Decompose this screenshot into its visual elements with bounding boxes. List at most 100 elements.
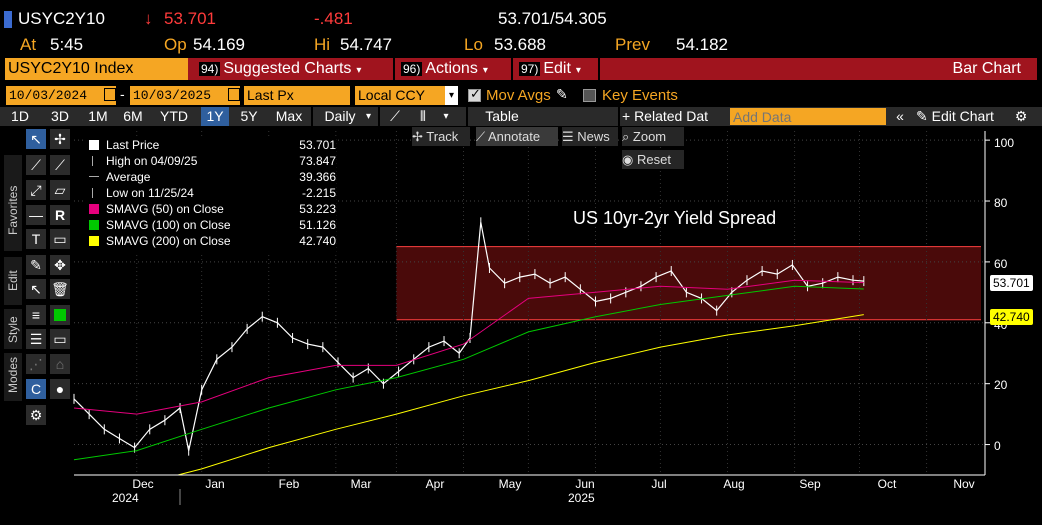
period-1y[interactable]: 1Y — [201, 107, 229, 126]
brush-icon[interactable]: ✎ — [26, 255, 46, 275]
tab-edit[interactable]: Edit — [4, 257, 22, 305]
line-style-icon[interactable]: ☰ — [26, 329, 46, 349]
period-max[interactable]: Max — [275, 108, 303, 124]
end-date-input[interactable]: 10/03/2025 — [130, 86, 240, 105]
cursor-icon[interactable]: ↖ — [26, 129, 46, 149]
x-month-label: Nov — [953, 477, 975, 491]
text-tool-icon[interactable]: T — [26, 229, 46, 249]
currency-select[interactable]: Local CCY — [355, 86, 445, 105]
low-label: Lo — [464, 35, 483, 54]
edit-chart-button[interactable]: ✎ Edit Chart — [916, 107, 1012, 126]
security-field[interactable]: USYC2Y10 Index — [5, 58, 188, 80]
period-ytd[interactable]: YTD — [160, 108, 188, 124]
tab-style[interactable]: Style — [4, 309, 22, 349]
horizontal-line-icon[interactable]: — — [26, 205, 46, 225]
frequency-select[interactable]: Daily — [324, 108, 356, 124]
related-data-button[interactable]: + Related Dat — [622, 108, 708, 124]
period-3d[interactable]: 3D — [51, 108, 69, 124]
dashed-line-icon[interactable]: ⋰ — [26, 354, 46, 374]
legend-row[interactable]: SMAVG (100) on Close 51.126 — [84, 217, 336, 233]
start-date-input[interactable]: 10/03/2024 — [6, 86, 116, 105]
key-events-checkbox[interactable] — [583, 89, 596, 102]
select-icon[interactable]: ↖ — [26, 279, 46, 299]
reset-label: Reset — [636, 152, 671, 167]
annotate-tool[interactable]: ⟋ Annotate — [476, 127, 558, 146]
calendar-icon[interactable] — [104, 88, 116, 101]
bar-chart-icon[interactable]: ⫴ — [420, 108, 426, 124]
annotate-label: Annotate — [488, 129, 541, 144]
line-chart-icon[interactable]: ⟋ — [390, 108, 400, 124]
x-month-label: Jun — [575, 477, 595, 491]
period-5y[interactable]: 5Y — [240, 108, 258, 124]
function-bar: USYC2Y10 Index 94) Suggested Charts ▾ 96) A… — [5, 58, 1037, 80]
legend-row[interactable]: SMAVG (200) on Close 42.740 — [84, 233, 336, 249]
suggested-charts-menu[interactable]: 94) Suggested Charts ▾ — [195, 58, 361, 80]
table-button[interactable]: Table — [485, 108, 519, 124]
tab-favorites[interactable]: Favorites — [4, 155, 22, 251]
chart-type-label: Bar Chart — [952, 60, 1021, 77]
chart-type-dropdown-icon[interactable]: ▾ — [443, 111, 449, 122]
frequency-dropdown-icon[interactable]: ▾ — [366, 111, 372, 122]
field-select[interactable]: Last Px — [244, 86, 350, 105]
period-6m[interactable]: 6M — [123, 108, 143, 124]
gear-icon[interactable]: ⚙ — [1014, 108, 1028, 124]
ray-tool-icon[interactable]: ⟋ — [50, 155, 70, 175]
period-1m[interactable]: 1M — [88, 108, 108, 124]
palette-icon[interactable]: ● — [50, 379, 70, 399]
legend-label: High on 04/09/25 — [106, 154, 198, 168]
settings-row: 10/03/2024 - 10/03/2025 Last Px Local CC… — [0, 86, 1042, 106]
crosshair-icon[interactable]: ✢ — [50, 129, 70, 149]
legend-swatch — [89, 236, 99, 246]
reset-button[interactable]: ◉ Reset — [622, 150, 684, 169]
add-data-input[interactable] — [730, 108, 886, 125]
annotate-icon: ⟋ — [476, 129, 488, 144]
mode-icon[interactable]: C — [26, 379, 46, 399]
legend-row[interactable]: Last Price 53.701 — [84, 137, 336, 153]
zoom-label: Zoom — [632, 129, 667, 144]
legend-row[interactable]: SMAVG (50) on Close 53.223 — [84, 201, 336, 217]
color-swatch-icon[interactable] — [50, 305, 70, 325]
average-marker-icon — [89, 176, 99, 177]
period-1d[interactable]: 1D — [11, 108, 29, 124]
channel-tool-icon[interactable]: ▱ — [50, 180, 70, 200]
edit-chart-label: Edit Chart — [931, 108, 994, 124]
trend-tool-icon[interactable]: ⤢ — [26, 180, 46, 200]
move-icon[interactable]: ✥ — [50, 255, 70, 275]
legend-value: 53.701 — [299, 138, 336, 152]
mov-avgs-label: Mov Avgs — [486, 87, 551, 104]
fibonacci-icon[interactable]: R — [50, 205, 70, 225]
x-month-label: Feb — [278, 477, 300, 491]
tab-modes[interactable]: Modes — [4, 353, 22, 401]
last-price-marker: 53.701 — [990, 275, 1033, 291]
quote-ticker: USYC2Y10 — [18, 9, 105, 28]
legend-row[interactable]: Low on 11/25/24 -2.215 — [84, 185, 336, 201]
mov-avgs-checkbox[interactable] — [468, 86, 481, 102]
legend-row[interactable]: High on 04/09/25 73.847 — [84, 153, 336, 169]
legend-value: 73.847 — [299, 154, 336, 168]
divider — [511, 58, 513, 80]
zoom-tool[interactable]: ⌕ Zoom — [622, 127, 684, 146]
legend-label: Last Price — [106, 138, 160, 152]
calendar-icon[interactable] — [228, 88, 240, 101]
high-label: Hi — [314, 35, 331, 54]
lock-icon[interactable]: ⌂ — [50, 354, 70, 374]
trash-icon[interactable]: 🗑 — [50, 279, 70, 299]
currency-dropdown-icon[interactable]: ▾ — [445, 86, 458, 105]
fill-icon[interactable]: ▭ — [50, 329, 70, 349]
pencil-icon[interactable]: ✎ — [556, 86, 568, 102]
drawing-tools-panel: Favorites Edit Style Modes ↖ ✢ ⟋ ⟋ ⤢ ▱ —… — [0, 127, 76, 427]
dropdown-icon: ▾ — [356, 65, 362, 76]
line-tool-icon[interactable]: ⟋ — [26, 155, 46, 175]
edit-menu[interactable]: 97) Edit ▾ — [515, 58, 581, 80]
prev-label: Prev — [615, 35, 650, 54]
collapse-icon[interactable]: « — [896, 108, 904, 124]
settings-gear-icon[interactable]: ⚙ — [26, 405, 46, 425]
rectangle-tool-icon[interactable]: ▭ — [50, 229, 70, 249]
chart-title: US 10yr-2yr Yield Spread — [573, 208, 777, 228]
legend-row[interactable]: Average 39.366 — [84, 169, 336, 185]
actions-menu[interactable]: 96) Actions ▾ — [397, 58, 488, 80]
line-weight-icon[interactable]: ≡ — [26, 305, 46, 325]
crosshair-icon: ✢ — [412, 129, 427, 144]
track-tool[interactable]: ✢ Track — [412, 127, 470, 146]
news-tool[interactable]: ☰ News — [562, 127, 618, 146]
